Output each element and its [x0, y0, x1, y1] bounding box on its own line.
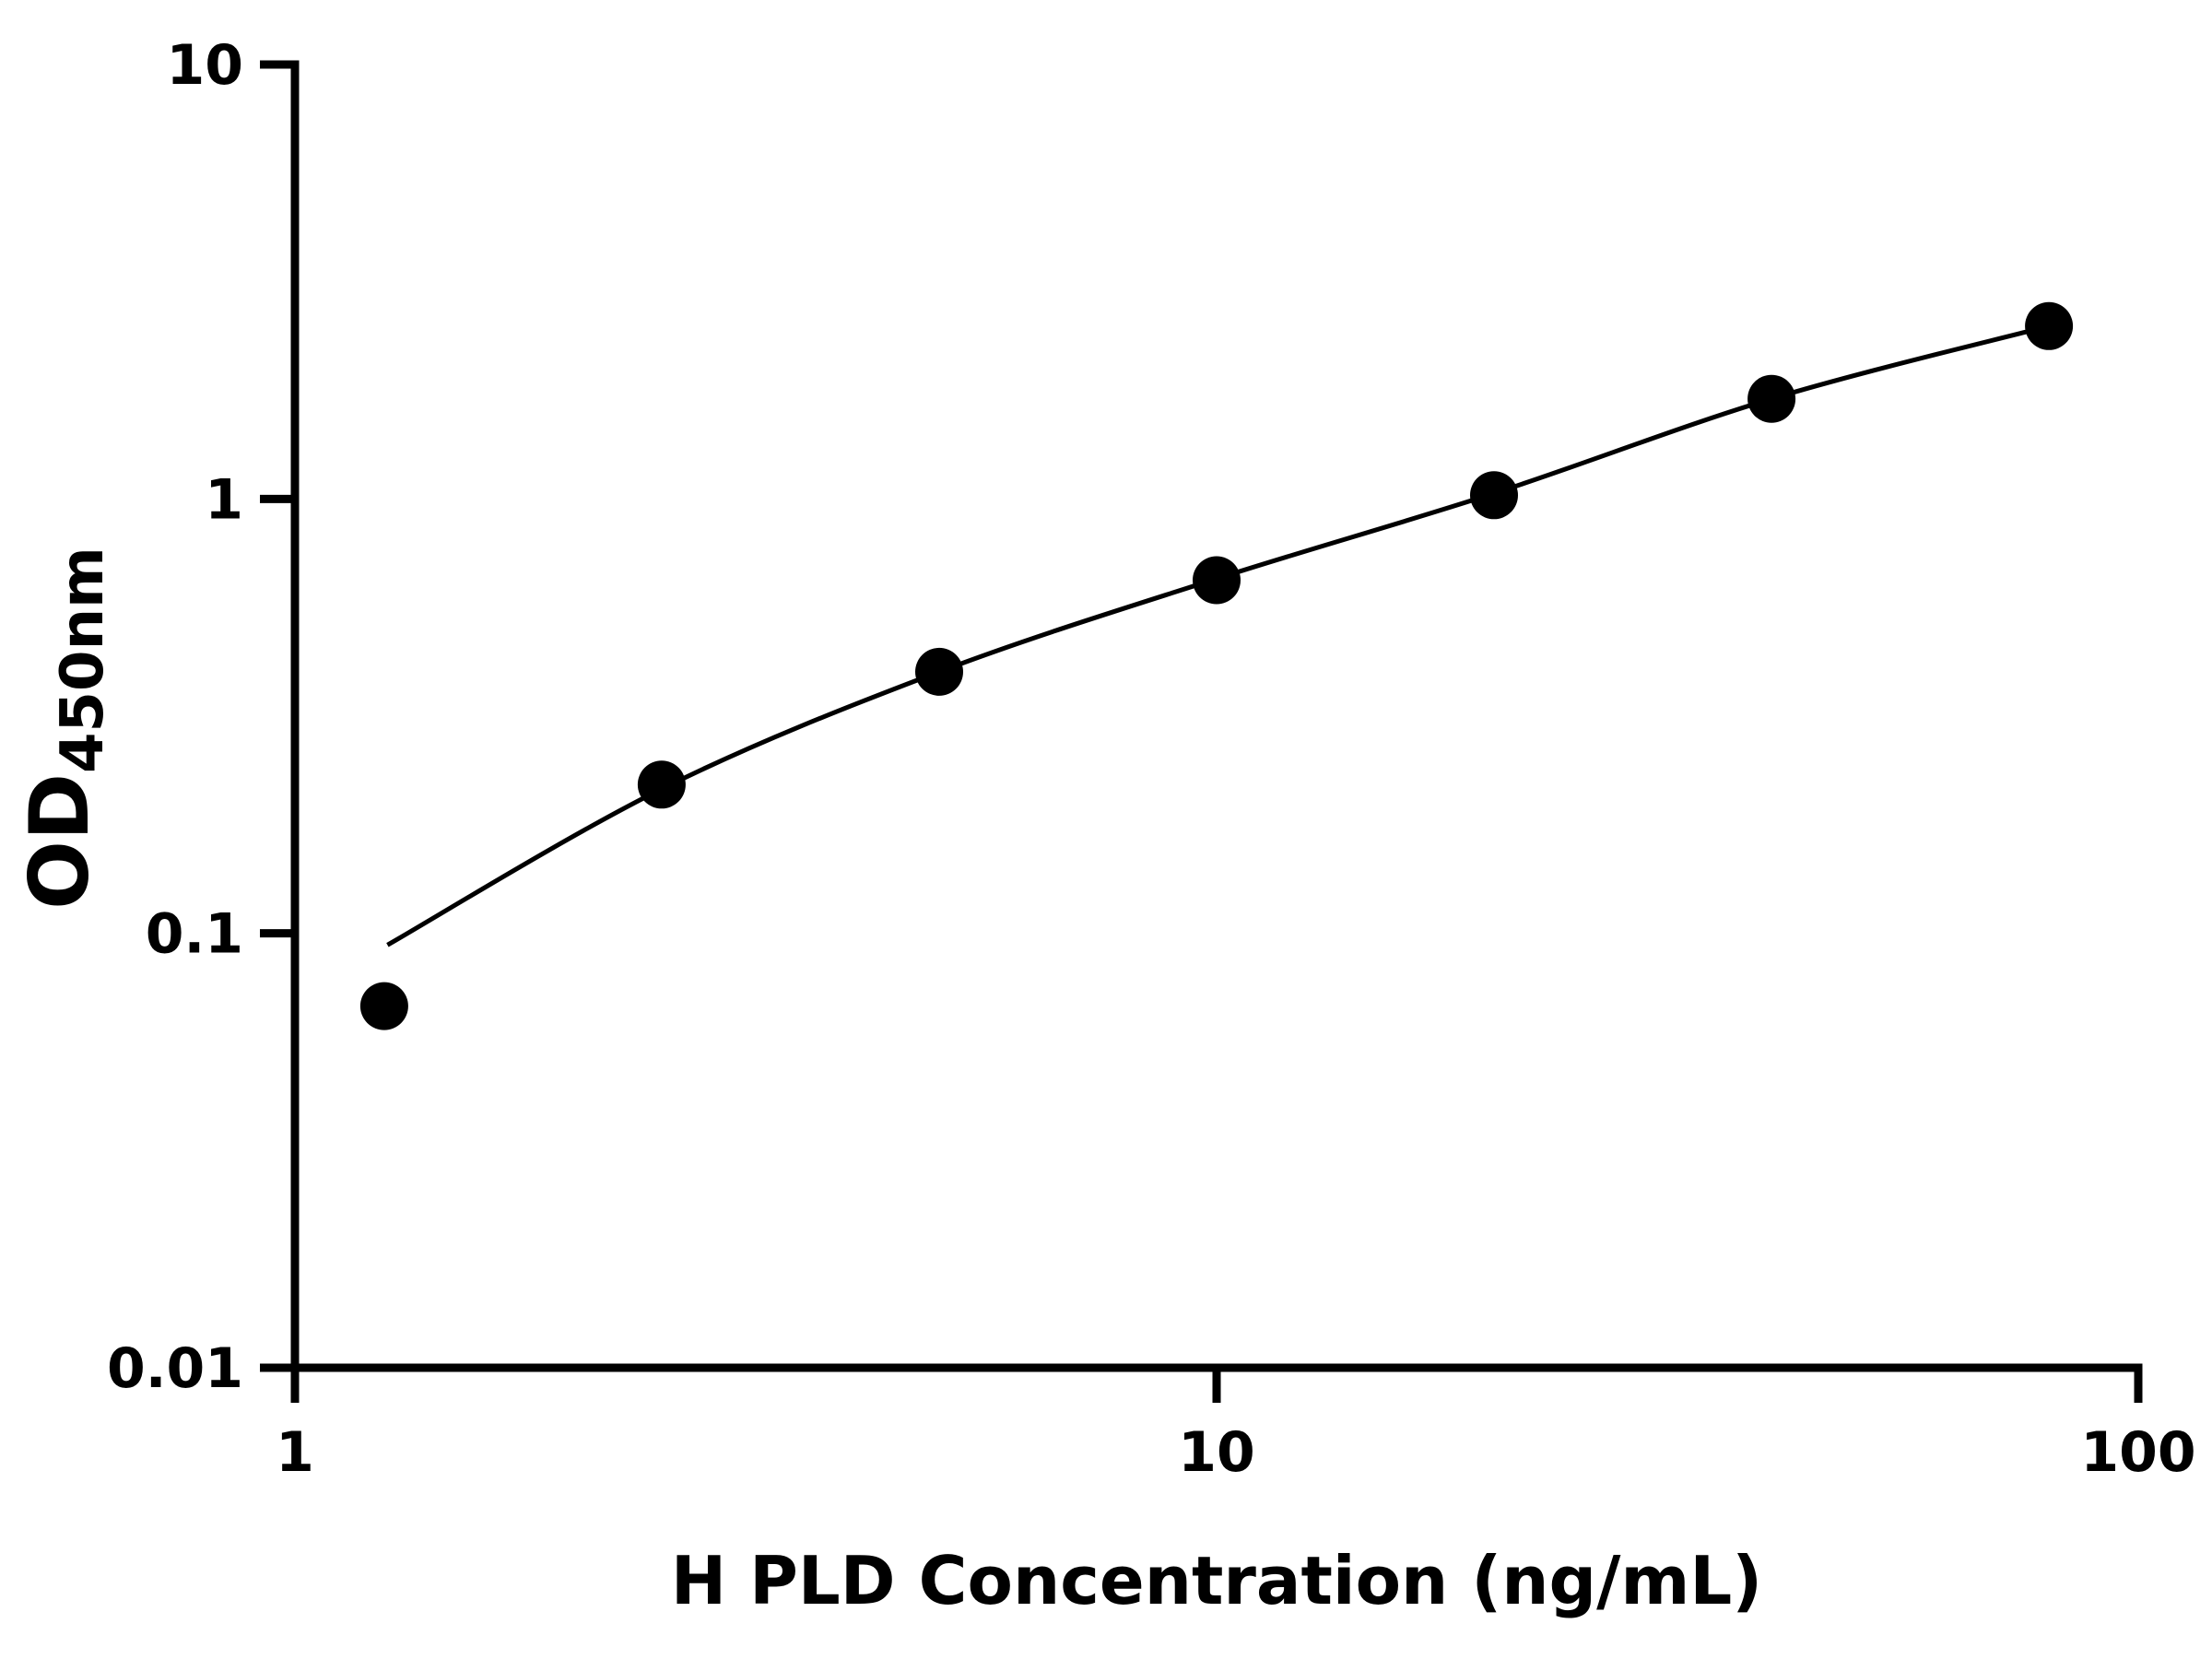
- x-tick-label: 100: [2080, 1420, 2195, 1485]
- y-tick-label: 0.01: [107, 1336, 243, 1401]
- fit-curve-line: [386, 324, 2050, 947]
- data-point: [1193, 556, 1241, 605]
- data-point: [637, 760, 686, 809]
- data-point: [915, 647, 963, 696]
- x-tick-label: 10: [1178, 1420, 1255, 1485]
- y-axis-title-sub: 450nm: [49, 547, 117, 773]
- data-point: [2025, 301, 2074, 350]
- data-point: [1747, 374, 1796, 423]
- x-axis-title: H PLD Concentration (ng/mL): [671, 1542, 1762, 1619]
- y-tick-label: 0.1: [146, 902, 243, 967]
- y-axis-title-main: OD: [12, 773, 107, 910]
- data-points: [359, 301, 2074, 1030]
- axes: 1 10 100 0.01 0.1 1 10: [107, 33, 2196, 1485]
- data-point: [359, 982, 408, 1030]
- y-axis-title: OD450nm: [12, 547, 117, 910]
- data-point: [1470, 471, 1518, 520]
- y-tick-label: 10: [167, 33, 244, 98]
- x-tick-label: 1: [276, 1420, 314, 1485]
- y-tick-label: 1: [205, 467, 243, 532]
